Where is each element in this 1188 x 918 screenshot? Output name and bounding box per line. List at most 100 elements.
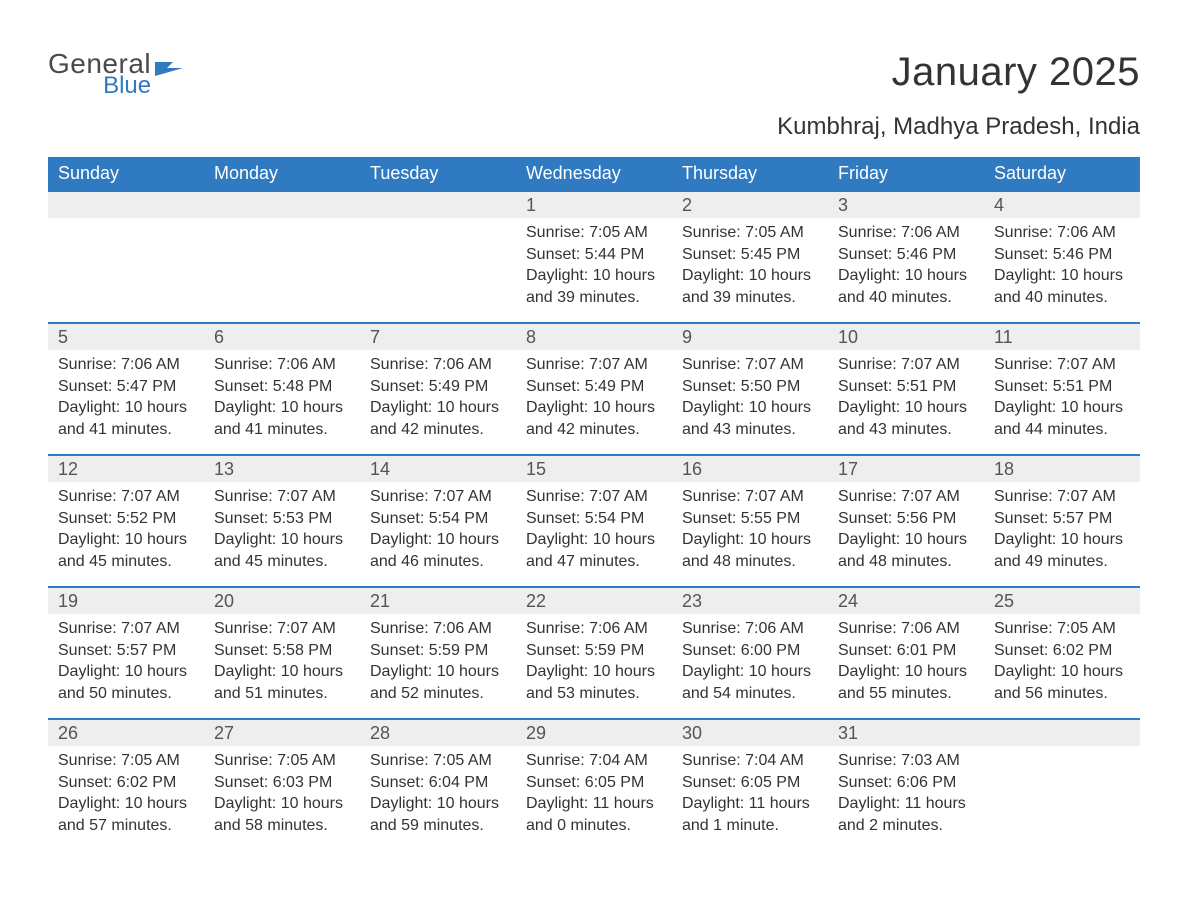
day-details: Sunrise: 7:07 AMSunset: 5:50 PMDaylight:… bbox=[672, 350, 828, 446]
day-number: 1 bbox=[516, 192, 672, 218]
calendar-cell: 7Sunrise: 7:06 AMSunset: 5:49 PMDaylight… bbox=[360, 323, 516, 455]
calendar-cell: 24Sunrise: 7:06 AMSunset: 6:01 PMDayligh… bbox=[828, 587, 984, 719]
weekday-header: Tuesday bbox=[360, 157, 516, 191]
calendar-cell: 21Sunrise: 7:06 AMSunset: 5:59 PMDayligh… bbox=[360, 587, 516, 719]
sunrise-line: Sunrise: 7:05 AM bbox=[526, 222, 662, 244]
day-details: Sunrise: 7:06 AMSunset: 5:47 PMDaylight:… bbox=[48, 350, 204, 446]
flag-icon bbox=[155, 56, 183, 76]
sunset-line: Sunset: 5:59 PM bbox=[370, 640, 506, 662]
day-number: 11 bbox=[984, 324, 1140, 350]
weekday-header: Thursday bbox=[672, 157, 828, 191]
sunset-line: Sunset: 6:02 PM bbox=[994, 640, 1130, 662]
day-details: Sunrise: 7:04 AMSunset: 6:05 PMDaylight:… bbox=[516, 746, 672, 842]
sunrise-line: Sunrise: 7:06 AM bbox=[370, 354, 506, 376]
day-number: 6 bbox=[204, 324, 360, 350]
calendar-cell: 8Sunrise: 7:07 AMSunset: 5:49 PMDaylight… bbox=[516, 323, 672, 455]
sunset-line: Sunset: 5:50 PM bbox=[682, 376, 818, 398]
calendar-cell bbox=[48, 191, 204, 323]
daylight-line: Daylight: 10 hours and 39 minutes. bbox=[682, 265, 818, 308]
calendar-cell: 6Sunrise: 7:06 AMSunset: 5:48 PMDaylight… bbox=[204, 323, 360, 455]
day-details: Sunrise: 7:05 AMSunset: 6:03 PMDaylight:… bbox=[204, 746, 360, 842]
calendar-row: 19Sunrise: 7:07 AMSunset: 5:57 PMDayligh… bbox=[48, 587, 1140, 719]
day-details: Sunrise: 7:06 AMSunset: 5:46 PMDaylight:… bbox=[984, 218, 1140, 314]
sunrise-line: Sunrise: 7:07 AM bbox=[682, 354, 818, 376]
sunset-line: Sunset: 5:52 PM bbox=[58, 508, 194, 530]
sunrise-line: Sunrise: 7:07 AM bbox=[994, 486, 1130, 508]
calendar-cell: 3Sunrise: 7:06 AMSunset: 5:46 PMDaylight… bbox=[828, 191, 984, 323]
sunrise-line: Sunrise: 7:05 AM bbox=[214, 750, 350, 772]
calendar-cell: 1Sunrise: 7:05 AMSunset: 5:44 PMDaylight… bbox=[516, 191, 672, 323]
sunrise-line: Sunrise: 7:04 AM bbox=[682, 750, 818, 772]
daylight-line: Daylight: 11 hours and 0 minutes. bbox=[526, 793, 662, 836]
day-number-empty bbox=[984, 720, 1140, 746]
sunrise-line: Sunrise: 7:06 AM bbox=[994, 222, 1130, 244]
daylight-line: Daylight: 10 hours and 55 minutes. bbox=[838, 661, 974, 704]
day-details: Sunrise: 7:05 AMSunset: 5:44 PMDaylight:… bbox=[516, 218, 672, 314]
daylight-line: Daylight: 10 hours and 45 minutes. bbox=[214, 529, 350, 572]
day-number: 7 bbox=[360, 324, 516, 350]
sunrise-line: Sunrise: 7:06 AM bbox=[682, 618, 818, 640]
calendar-cell: 31Sunrise: 7:03 AMSunset: 6:06 PMDayligh… bbox=[828, 719, 984, 851]
sunrise-line: Sunrise: 7:06 AM bbox=[58, 354, 194, 376]
weekday-header: Wednesday bbox=[516, 157, 672, 191]
daylight-line: Daylight: 10 hours and 59 minutes. bbox=[370, 793, 506, 836]
calendar-cell: 29Sunrise: 7:04 AMSunset: 6:05 PMDayligh… bbox=[516, 719, 672, 851]
sunset-line: Sunset: 6:01 PM bbox=[838, 640, 974, 662]
daylight-line: Daylight: 10 hours and 48 minutes. bbox=[682, 529, 818, 572]
calendar-cell bbox=[204, 191, 360, 323]
sunset-line: Sunset: 5:48 PM bbox=[214, 376, 350, 398]
day-details: Sunrise: 7:07 AMSunset: 5:57 PMDaylight:… bbox=[48, 614, 204, 710]
day-number: 9 bbox=[672, 324, 828, 350]
day-number: 14 bbox=[360, 456, 516, 482]
sunrise-line: Sunrise: 7:07 AM bbox=[526, 486, 662, 508]
sunset-line: Sunset: 5:53 PM bbox=[214, 508, 350, 530]
daylight-line: Daylight: 10 hours and 57 minutes. bbox=[58, 793, 194, 836]
calendar-cell: 22Sunrise: 7:06 AMSunset: 5:59 PMDayligh… bbox=[516, 587, 672, 719]
day-details: Sunrise: 7:03 AMSunset: 6:06 PMDaylight:… bbox=[828, 746, 984, 842]
sunrise-line: Sunrise: 7:04 AM bbox=[526, 750, 662, 772]
location: Kumbhraj, Madhya Pradesh, India bbox=[777, 113, 1140, 141]
sunrise-line: Sunrise: 7:05 AM bbox=[682, 222, 818, 244]
calendar-cell: 15Sunrise: 7:07 AMSunset: 5:54 PMDayligh… bbox=[516, 455, 672, 587]
daylight-line: Daylight: 10 hours and 42 minutes. bbox=[526, 397, 662, 440]
sunset-line: Sunset: 5:51 PM bbox=[838, 376, 974, 398]
sunset-line: Sunset: 5:59 PM bbox=[526, 640, 662, 662]
daylight-line: Daylight: 10 hours and 42 minutes. bbox=[370, 397, 506, 440]
sunrise-line: Sunrise: 7:06 AM bbox=[838, 222, 974, 244]
day-number: 4 bbox=[984, 192, 1140, 218]
calendar-table: SundayMondayTuesdayWednesdayThursdayFrid… bbox=[48, 157, 1140, 851]
calendar-cell: 13Sunrise: 7:07 AMSunset: 5:53 PMDayligh… bbox=[204, 455, 360, 587]
day-number: 31 bbox=[828, 720, 984, 746]
day-details: Sunrise: 7:06 AMSunset: 5:49 PMDaylight:… bbox=[360, 350, 516, 446]
calendar-cell: 17Sunrise: 7:07 AMSunset: 5:56 PMDayligh… bbox=[828, 455, 984, 587]
calendar-cell: 2Sunrise: 7:05 AMSunset: 5:45 PMDaylight… bbox=[672, 191, 828, 323]
day-number: 26 bbox=[48, 720, 204, 746]
day-number: 23 bbox=[672, 588, 828, 614]
month-title: January 2025 bbox=[777, 50, 1140, 95]
calendar-row: 1Sunrise: 7:05 AMSunset: 5:44 PMDaylight… bbox=[48, 191, 1140, 323]
sunrise-line: Sunrise: 7:07 AM bbox=[838, 354, 974, 376]
calendar-row: 12Sunrise: 7:07 AMSunset: 5:52 PMDayligh… bbox=[48, 455, 1140, 587]
calendar-cell: 4Sunrise: 7:06 AMSunset: 5:46 PMDaylight… bbox=[984, 191, 1140, 323]
day-number: 21 bbox=[360, 588, 516, 614]
day-number: 17 bbox=[828, 456, 984, 482]
day-number: 10 bbox=[828, 324, 984, 350]
sunset-line: Sunset: 5:49 PM bbox=[526, 376, 662, 398]
calendar-cell: 27Sunrise: 7:05 AMSunset: 6:03 PMDayligh… bbox=[204, 719, 360, 851]
sunset-line: Sunset: 6:03 PM bbox=[214, 772, 350, 794]
day-details: Sunrise: 7:06 AMSunset: 5:48 PMDaylight:… bbox=[204, 350, 360, 446]
day-number: 27 bbox=[204, 720, 360, 746]
sunrise-line: Sunrise: 7:06 AM bbox=[214, 354, 350, 376]
sunset-line: Sunset: 6:00 PM bbox=[682, 640, 818, 662]
daylight-line: Daylight: 10 hours and 43 minutes. bbox=[838, 397, 974, 440]
calendar-cell bbox=[984, 719, 1140, 851]
daylight-line: Daylight: 10 hours and 53 minutes. bbox=[526, 661, 662, 704]
day-details: Sunrise: 7:07 AMSunset: 5:51 PMDaylight:… bbox=[984, 350, 1140, 446]
day-number-empty bbox=[204, 192, 360, 218]
day-details: Sunrise: 7:06 AMSunset: 6:00 PMDaylight:… bbox=[672, 614, 828, 710]
sunrise-line: Sunrise: 7:06 AM bbox=[526, 618, 662, 640]
daylight-line: Daylight: 10 hours and 40 minutes. bbox=[838, 265, 974, 308]
daylight-line: Daylight: 10 hours and 46 minutes. bbox=[370, 529, 506, 572]
sunset-line: Sunset: 5:55 PM bbox=[682, 508, 818, 530]
day-details: Sunrise: 7:07 AMSunset: 5:54 PMDaylight:… bbox=[360, 482, 516, 578]
